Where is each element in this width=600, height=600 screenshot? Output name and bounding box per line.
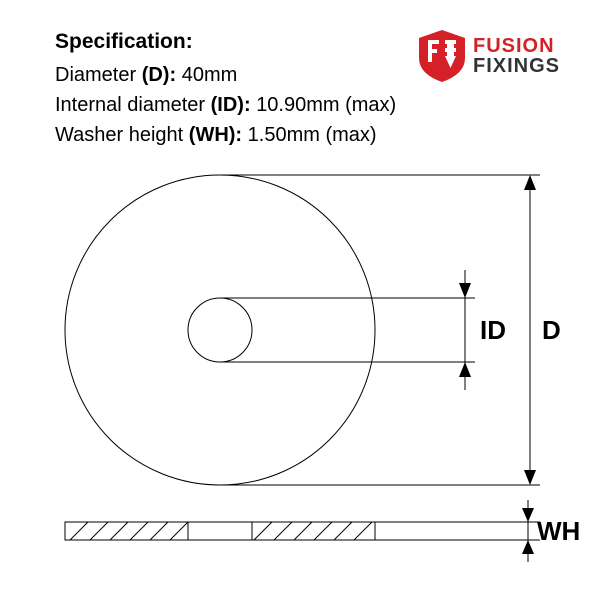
inner-circle	[188, 298, 252, 362]
specification-block: Specification: Diameter (D): 40mm Intern…	[55, 30, 396, 150]
label-id: ID	[480, 315, 506, 346]
spec-internal-value: 10.90mm (max)	[256, 94, 396, 116]
outer-circle	[65, 175, 375, 485]
spec-internal-diameter: Internal diameter (ID): 10.90mm (max)	[55, 90, 396, 120]
spec-diameter-key: (D):	[142, 64, 176, 86]
washer-diagram: ID D WH	[40, 170, 570, 570]
label-d: D	[542, 315, 561, 346]
logo-text: FUSION FIXINGS	[473, 36, 560, 76]
spec-diameter: Diameter (D): 40mm	[55, 60, 396, 90]
logo-word-fixings: FIXINGS	[473, 56, 560, 76]
label-wh: WH	[537, 516, 580, 547]
spec-height-key: (WH):	[189, 124, 242, 146]
brand-logo: FUSION FIXINGS	[419, 30, 560, 82]
side-view	[65, 522, 375, 540]
spec-internal-label: Internal diameter	[55, 94, 205, 116]
spec-diameter-label: Diameter	[55, 64, 136, 86]
spec-title: Specification:	[55, 30, 396, 54]
logo-word-fusion: FUSION	[473, 36, 560, 56]
spec-diameter-value: 40mm	[182, 64, 238, 86]
spec-height-label: Washer height	[55, 124, 183, 146]
logo-icon	[419, 30, 465, 82]
spec-height-value: 1.50mm (max)	[248, 124, 377, 146]
spec-internal-key: (ID):	[211, 94, 251, 116]
spec-washer-height: Washer height (WH): 1.50mm (max)	[55, 120, 396, 150]
